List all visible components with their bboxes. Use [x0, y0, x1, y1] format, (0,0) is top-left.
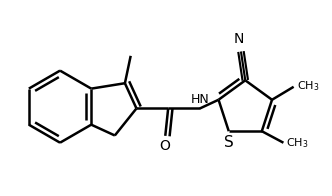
- Text: S: S: [224, 135, 234, 150]
- Text: CH$_3$: CH$_3$: [296, 79, 319, 93]
- Text: CH$_3$: CH$_3$: [286, 137, 309, 150]
- Text: N: N: [234, 32, 244, 45]
- Text: O: O: [159, 139, 170, 153]
- Text: HN: HN: [191, 93, 210, 106]
